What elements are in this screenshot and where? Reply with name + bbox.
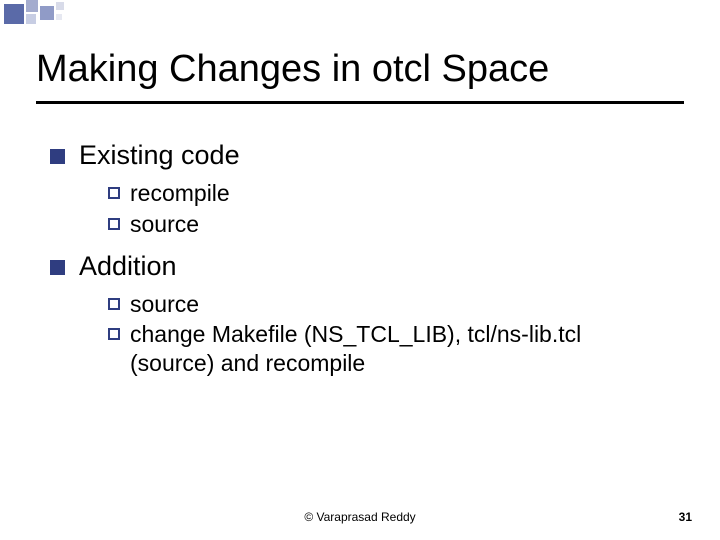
deco-square [56, 2, 64, 10]
hollow-square-bullet-icon [108, 298, 120, 310]
section-header: Addition [50, 251, 684, 282]
section-items: source change Makefile (NS_TCL_LIB), tcl… [108, 290, 684, 378]
section-header: Existing code [50, 140, 684, 171]
slide-content: Making Changes in otcl Space Existing co… [36, 48, 684, 390]
corner-decoration [0, 0, 720, 30]
section-label: Existing code [79, 140, 240, 171]
deco-square [40, 6, 54, 20]
list-item-text: recompile [130, 179, 230, 208]
page-number: 31 [679, 510, 692, 524]
deco-square [56, 14, 62, 20]
filled-square-bullet-icon [50, 260, 65, 275]
hollow-square-bullet-icon [108, 218, 120, 230]
section-existing-code: Existing code recompile source [50, 140, 684, 239]
deco-square [26, 0, 38, 12]
list-item-text: source [130, 210, 199, 239]
list-item-text: source [130, 290, 199, 319]
deco-square [26, 14, 36, 24]
list-item: change Makefile (NS_TCL_LIB), tcl/ns-lib… [108, 320, 684, 378]
copyright-text: © Varaprasad Reddy [304, 510, 415, 524]
section-addition: Addition source change Makefile (NS_TCL_… [50, 251, 684, 378]
list-item: source [108, 290, 684, 319]
filled-square-bullet-icon [50, 149, 65, 164]
section-label: Addition [79, 251, 177, 282]
list-item: recompile [108, 179, 684, 208]
section-items: recompile source [108, 179, 684, 239]
slide-title: Making Changes in otcl Space [36, 48, 684, 104]
list-item: source [108, 210, 684, 239]
hollow-square-bullet-icon [108, 328, 120, 340]
hollow-square-bullet-icon [108, 187, 120, 199]
deco-square [4, 4, 24, 24]
list-item-text: change Makefile (NS_TCL_LIB), tcl/ns-lib… [130, 320, 670, 378]
